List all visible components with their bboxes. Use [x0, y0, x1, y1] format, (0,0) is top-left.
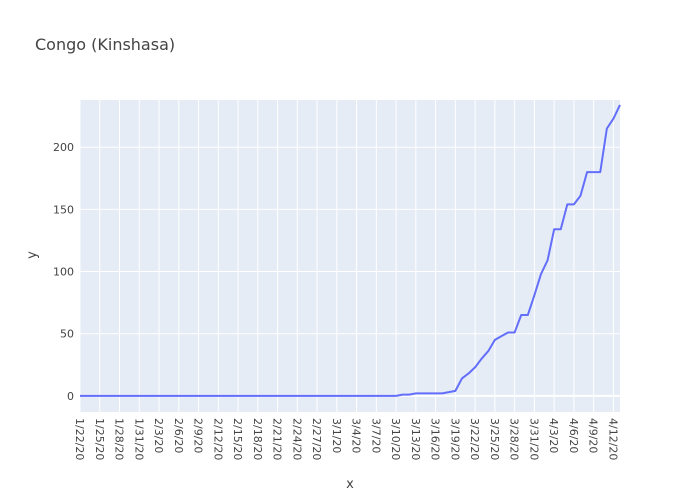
x-tick-label: 3/19/20	[448, 418, 461, 460]
chart-title: Congo (Kinshasa)	[35, 35, 175, 54]
x-tick-label: 1/22/20	[73, 418, 86, 460]
x-tick-label: 3/22/20	[468, 418, 481, 460]
x-tick-label: 2/21/20	[271, 418, 284, 460]
y-tick-label: 100	[53, 266, 74, 279]
y-tick-label: 200	[53, 141, 74, 154]
x-tick-label: 2/24/20	[290, 418, 303, 460]
x-tick-label: 2/3/20	[152, 418, 165, 453]
x-tick-label: 3/13/20	[409, 418, 422, 460]
x-tick-label: 3/25/20	[488, 418, 501, 460]
x-tick-label: 4/12/20	[606, 418, 619, 460]
x-tick-label: 2/18/20	[251, 418, 264, 460]
x-tick-label: 3/16/20	[429, 418, 442, 460]
x-tick-label: 2/12/20	[211, 418, 224, 460]
x-tick-label: 1/31/20	[132, 418, 145, 460]
x-tick-label: 4/3/20	[547, 418, 560, 453]
x-tick-label: 2/6/20	[172, 418, 185, 453]
x-tick-label: 3/10/20	[389, 418, 402, 460]
x-tick-label: 1/28/20	[113, 418, 126, 460]
x-tick-label: 3/28/20	[508, 418, 521, 460]
plot-area	[80, 100, 620, 412]
x-tick-label: 2/9/20	[192, 418, 205, 453]
x-tick-label: 1/25/20	[93, 418, 106, 460]
x-tick-label: 4/9/20	[587, 418, 600, 453]
x-axis-title: x	[346, 477, 354, 492]
x-tick-label: 3/7/20	[369, 418, 382, 453]
x-gridlines	[79, 100, 614, 412]
y-axis-title: y	[25, 251, 40, 259]
x-tick-label: 2/15/20	[231, 418, 244, 460]
x-tick-label: 2/27/20	[310, 418, 323, 460]
y-tick-label: 0	[67, 390, 74, 403]
x-tick-label: 3/31/20	[527, 418, 540, 460]
x-tick-label: 4/6/20	[567, 418, 580, 453]
series-line	[80, 104, 621, 397]
y-tick-labels: 0 50 100 150 200	[53, 141, 74, 403]
y-tick-label: 50	[60, 328, 74, 341]
x-tick-label: 3/4/20	[350, 418, 363, 453]
y-tick-label: 150	[53, 203, 74, 216]
x-tick-label: 3/1/20	[330, 418, 343, 453]
x-tick-labels: 1/22/20 1/25/20 1/28/20 1/31/20 2/3/20 2/6/20…	[73, 418, 619, 460]
